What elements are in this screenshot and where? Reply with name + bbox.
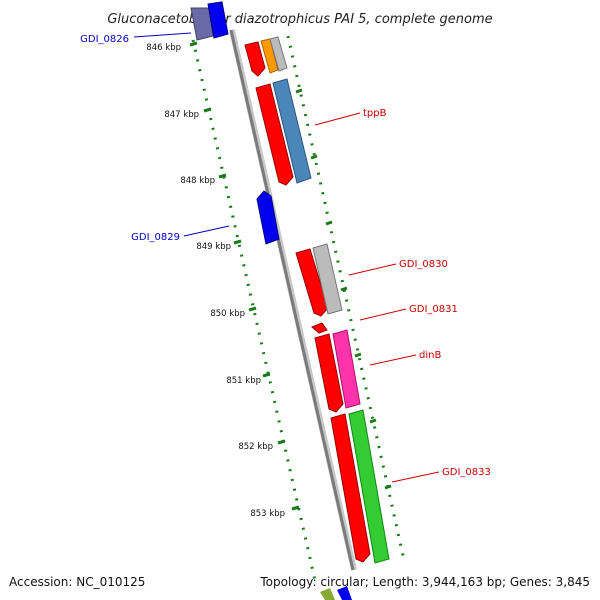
gene-feature-tppb[interactable] bbox=[255, 83, 294, 186]
forward-strand-features bbox=[244, 36, 390, 564]
gene-label-gdi-0826[interactable]: GDI_0826 bbox=[80, 34, 129, 45]
genome-backbone bbox=[229, 29, 357, 571]
gene-feature-gdi-0831[interactable] bbox=[311, 322, 328, 334]
ruler-label: 847 kbp bbox=[164, 110, 199, 120]
gene-labels: GDI_0826 GDI_0829 tppB GDI_0830 GDI_0831… bbox=[80, 32, 491, 483]
gene-feature-gdi-0826[interactable] bbox=[207, 1, 229, 39]
gene-label-gdi-0830[interactable]: GDI_0830 bbox=[399, 259, 448, 270]
map-title: Gluconacetobacter diazotrophicus PAI 5, … bbox=[107, 12, 492, 27]
gene-feature-gdi-0833[interactable] bbox=[330, 413, 371, 563]
ruler-label: 850 kbp bbox=[210, 309, 245, 319]
label-leader bbox=[314, 112, 361, 126]
gene-label-gdi-0831[interactable]: GDI_0831 bbox=[409, 304, 458, 315]
gene-feature-gray[interactable] bbox=[269, 36, 288, 72]
ruler-label: 851 kbp bbox=[226, 376, 261, 386]
ruler-tick bbox=[291, 505, 300, 511]
label-leader bbox=[369, 354, 417, 366]
ruler-tick bbox=[262, 372, 271, 378]
ruler-label: 846 kbp bbox=[146, 43, 181, 53]
ruler-tick bbox=[203, 107, 212, 113]
gene-feature-gray-2[interactable] bbox=[312, 243, 343, 315]
gene-label-tppb[interactable]: tppB bbox=[363, 108, 387, 119]
ruler-tick bbox=[277, 439, 286, 445]
gene-feature-red[interactable] bbox=[244, 41, 266, 77]
ruler-tick bbox=[189, 41, 198, 47]
accession-text: Accession: NC_010125 bbox=[9, 575, 145, 589]
ruler-tick bbox=[233, 239, 242, 245]
ruler-label: 853 kbp bbox=[250, 509, 285, 519]
kbp-ruler: 846 kbp 847 kbp 848 kbp 849 kbp 850 kbp … bbox=[146, 41, 392, 519]
reverse-strand-features bbox=[190, 1, 352, 600]
topology-text: Topology: circular; Length: 3,944,163 bp… bbox=[259, 575, 590, 589]
gene-label-gdi-0833[interactable]: GDI_0833 bbox=[442, 467, 491, 478]
gene-feature-gdi-0829[interactable] bbox=[256, 190, 280, 245]
gene-feature-magenta[interactable] bbox=[332, 329, 361, 409]
label-leader bbox=[359, 308, 407, 321]
ruler-label: 848 kbp bbox=[180, 176, 215, 186]
label-leader bbox=[183, 225, 230, 237]
label-leader bbox=[391, 471, 440, 483]
gene-feature-olive[interactable] bbox=[320, 588, 335, 600]
gene-feature-dinb[interactable] bbox=[314, 333, 344, 413]
gene-feature-orange[interactable] bbox=[260, 38, 279, 74]
gene-feature-blue-bottom[interactable] bbox=[337, 586, 352, 600]
ruler-tick bbox=[218, 173, 227, 179]
label-leader bbox=[133, 32, 192, 38]
gene-label-dinb[interactable]: dinB bbox=[419, 350, 441, 361]
gene-feature-steelblue[interactable] bbox=[272, 78, 312, 184]
gene-feature-green[interactable] bbox=[348, 409, 390, 564]
gene-feature-gdi-0830[interactable] bbox=[295, 248, 329, 317]
ruler-tick bbox=[248, 306, 257, 312]
label-leader bbox=[348, 263, 397, 276]
ruler-label: 852 kbp bbox=[238, 442, 273, 452]
gene-label-gdi-0829[interactable]: GDI_0829 bbox=[131, 232, 180, 243]
ruler-label: 849 kbp bbox=[196, 242, 231, 252]
gene-feature-purple[interactable] bbox=[190, 7, 214, 41]
